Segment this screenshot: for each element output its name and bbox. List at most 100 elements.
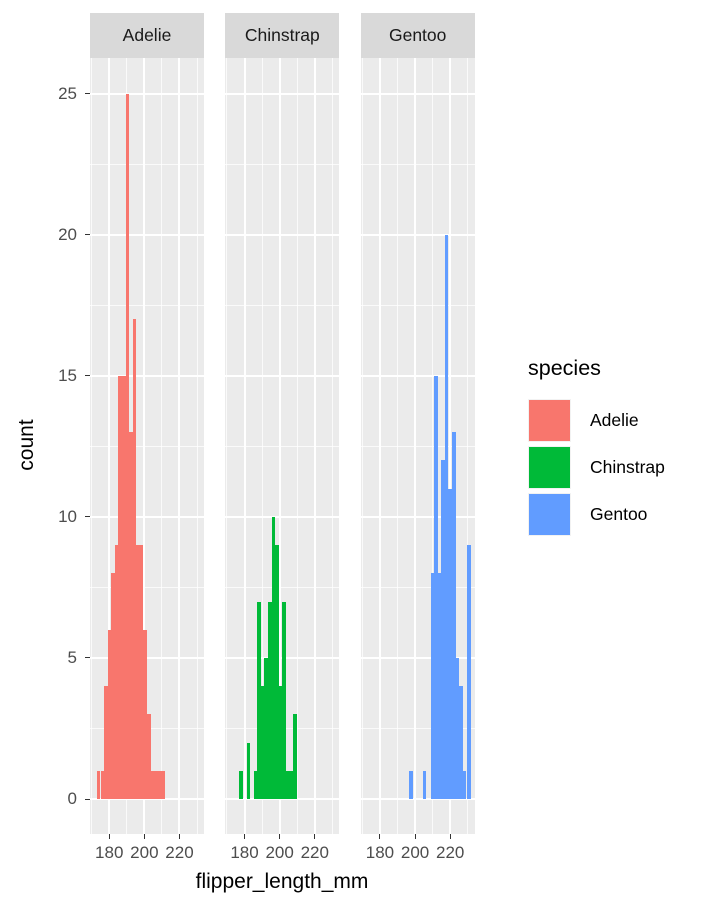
legend-swatch-chinstrap (528, 446, 571, 489)
histogram-bar (154, 770, 158, 800)
histogram-bar (268, 601, 272, 800)
histogram-bar (107, 629, 112, 800)
gridline-major-y (225, 374, 340, 377)
facet-panel-chinstrap (225, 58, 340, 835)
y-tick-mark (85, 657, 90, 659)
gridline-minor-y (225, 163, 340, 165)
gridline-minor-x (396, 58, 398, 835)
x-tick-mark (449, 834, 451, 840)
legend-label: Chinstrap (590, 457, 665, 477)
gridline-minor-y (225, 304, 340, 306)
gridline-minor-y (360, 163, 475, 165)
y-tick-label: 15 (58, 365, 77, 385)
x-tick-mark (279, 834, 281, 840)
gridline-major-x (243, 58, 246, 835)
histogram-bar (285, 770, 290, 800)
x-tick-mark (314, 834, 316, 840)
histogram-bar (143, 629, 148, 800)
gridline-minor-x (432, 58, 434, 835)
histogram-bar (289, 770, 294, 800)
legend-swatch-gentoo (528, 493, 571, 536)
histogram-bar (441, 460, 445, 800)
histogram-bar (430, 573, 435, 800)
histogram-bar (125, 93, 130, 800)
legend-entry-chinstrap: Chinstrap (528, 446, 665, 489)
x-tick-label: 200 (400, 843, 430, 863)
x-tick-label: 220 (165, 843, 194, 863)
y-tick-mark (85, 234, 90, 236)
gridline-major-y (225, 515, 340, 518)
gridline-major-x (313, 58, 316, 835)
histogram-bar (264, 657, 268, 800)
histogram-bar (257, 601, 261, 800)
histogram-bar (455, 657, 460, 800)
histogram-bar (292, 714, 297, 800)
facet-strip-label: Chinstrap (244, 25, 320, 46)
histogram-bar (462, 770, 467, 800)
histogram-bar (150, 770, 155, 800)
gridline-major-y (90, 515, 204, 518)
x-tick-mark (379, 834, 381, 840)
gridline-major-y (360, 374, 475, 377)
histogram-bar (161, 770, 165, 800)
gridline-minor-y (90, 586, 204, 588)
gridline-minor-y (360, 727, 475, 729)
histogram-bar (132, 319, 137, 800)
gridline-minor-x (226, 58, 228, 835)
x-tick-mark (244, 834, 246, 840)
gridline-major-x (449, 58, 452, 835)
y-tick-mark (85, 516, 90, 518)
histogram-bar (139, 545, 144, 800)
facet-strip-gentoo: Gentoo (360, 13, 475, 59)
x-tick-label: 180 (230, 843, 259, 863)
histogram-bar (239, 770, 243, 800)
facet-strip-chinstrap: Chinstrap (225, 13, 340, 59)
gridline-major-y (225, 92, 340, 95)
legend-entries: Adelie Chinstrap Gentoo (528, 399, 665, 536)
gridline-major-y (360, 92, 475, 95)
gridline-major-y (225, 233, 340, 236)
gridline-minor-y (90, 163, 204, 165)
legend-entry-adelie: Adelie (528, 399, 665, 442)
histogram-bar (157, 770, 162, 800)
gridline-minor-x (161, 58, 163, 835)
facet-strip-label: Adelie (122, 25, 172, 46)
gridline-major-x (178, 58, 181, 835)
gridline-major-x (278, 58, 281, 835)
x-tick-label: 200 (265, 843, 294, 863)
facet-panel-adelie (90, 58, 204, 835)
facet-strip-adelie: Adelie (90, 13, 204, 59)
legend-title: species (528, 356, 601, 380)
y-tick-label: 25 (58, 83, 77, 103)
y-tick-label: 10 (58, 506, 77, 526)
gridline-major-y (90, 233, 204, 236)
histogram-bar (114, 545, 119, 800)
gridline-minor-y (90, 304, 204, 306)
histogram-bar (271, 516, 276, 800)
x-tick-mark (414, 834, 416, 840)
histogram-bar (246, 742, 251, 800)
gridline-minor-y (360, 445, 475, 447)
y-tick-mark (85, 798, 90, 800)
gridline-major-y (360, 233, 475, 236)
histogram-bar (253, 770, 258, 800)
histogram-bar (136, 545, 140, 800)
gridline-major-y (90, 92, 204, 95)
x-tick-label: 180 (95, 843, 124, 863)
gridline-major-y (90, 374, 204, 377)
histogram-bar (122, 375, 126, 800)
legend-label: Adelie (590, 410, 639, 430)
y-tick-mark (85, 375, 90, 377)
gridline-major-x (108, 58, 111, 835)
y-tick-label: 20 (58, 224, 77, 244)
gridline-minor-x (361, 58, 363, 835)
histogram-bar (278, 686, 283, 800)
histogram-bar (459, 686, 463, 800)
legend-label: Gentoo (590, 504, 648, 524)
gridline-minor-x (467, 58, 469, 835)
gridline-major-x (378, 58, 381, 835)
gridline-minor-x (196, 58, 198, 835)
histogram-bar (96, 770, 101, 800)
histogram-bar (146, 714, 151, 800)
